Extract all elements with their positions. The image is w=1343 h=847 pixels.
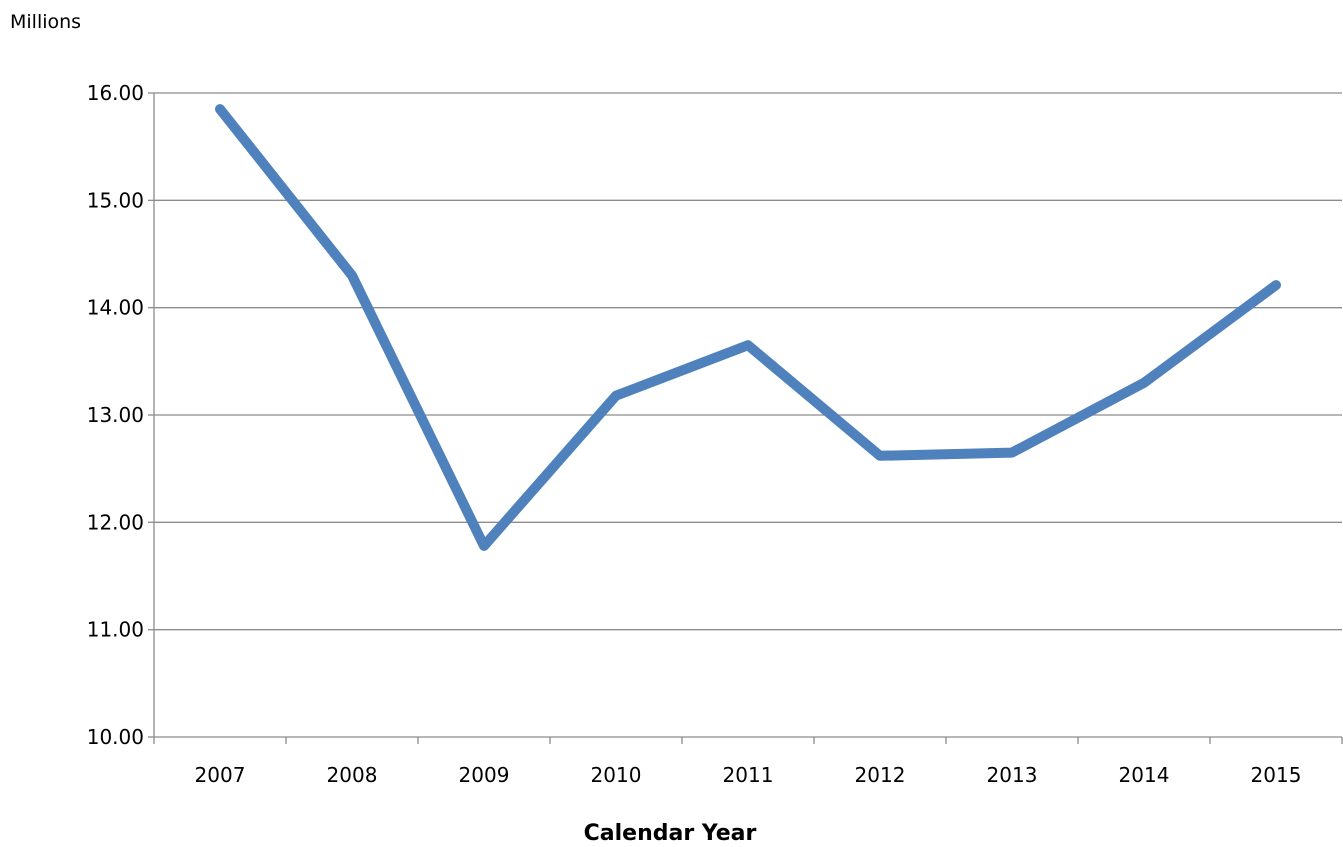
y-tick-label: 16.00: [87, 81, 144, 105]
series-line-0: [215, 104, 1281, 551]
x-tick-label: 2012: [855, 763, 906, 787]
y-tick-label: 13.00: [87, 403, 144, 427]
x-tick-label: 2010: [591, 763, 642, 787]
x-tick-label: 2007: [195, 763, 246, 787]
y-tick-label: 11.00: [87, 618, 144, 642]
x-tick-label: 2011: [723, 763, 774, 787]
x-tick-label: 2009: [459, 763, 510, 787]
x-tick-label: 2014: [1119, 763, 1170, 787]
x-axis-ticks: 2007 2008 2009 2010 2011 2012 2013 2014 2015: [153, 737, 1343, 787]
y-unit-label: Millions: [10, 11, 81, 33]
x-tick-label: 2013: [987, 763, 1038, 787]
x-tick-label: 2008: [327, 763, 378, 787]
x-axis-title: Calendar Year: [584, 821, 757, 846]
y-tick-label: 10.00: [87, 725, 144, 749]
y-tick-label: 12.00: [87, 510, 144, 534]
y-tick-label: 14.00: [87, 296, 144, 320]
series-group: [215, 104, 1281, 551]
y-axis-tick-labels: 10.00 11.00 12.00 13.00 14.00 15.00 16.00: [87, 81, 154, 749]
gridlines: [154, 92, 1342, 631]
y-tick-label: 15.00: [87, 188, 144, 212]
x-tick-label: 2015: [1251, 763, 1302, 787]
